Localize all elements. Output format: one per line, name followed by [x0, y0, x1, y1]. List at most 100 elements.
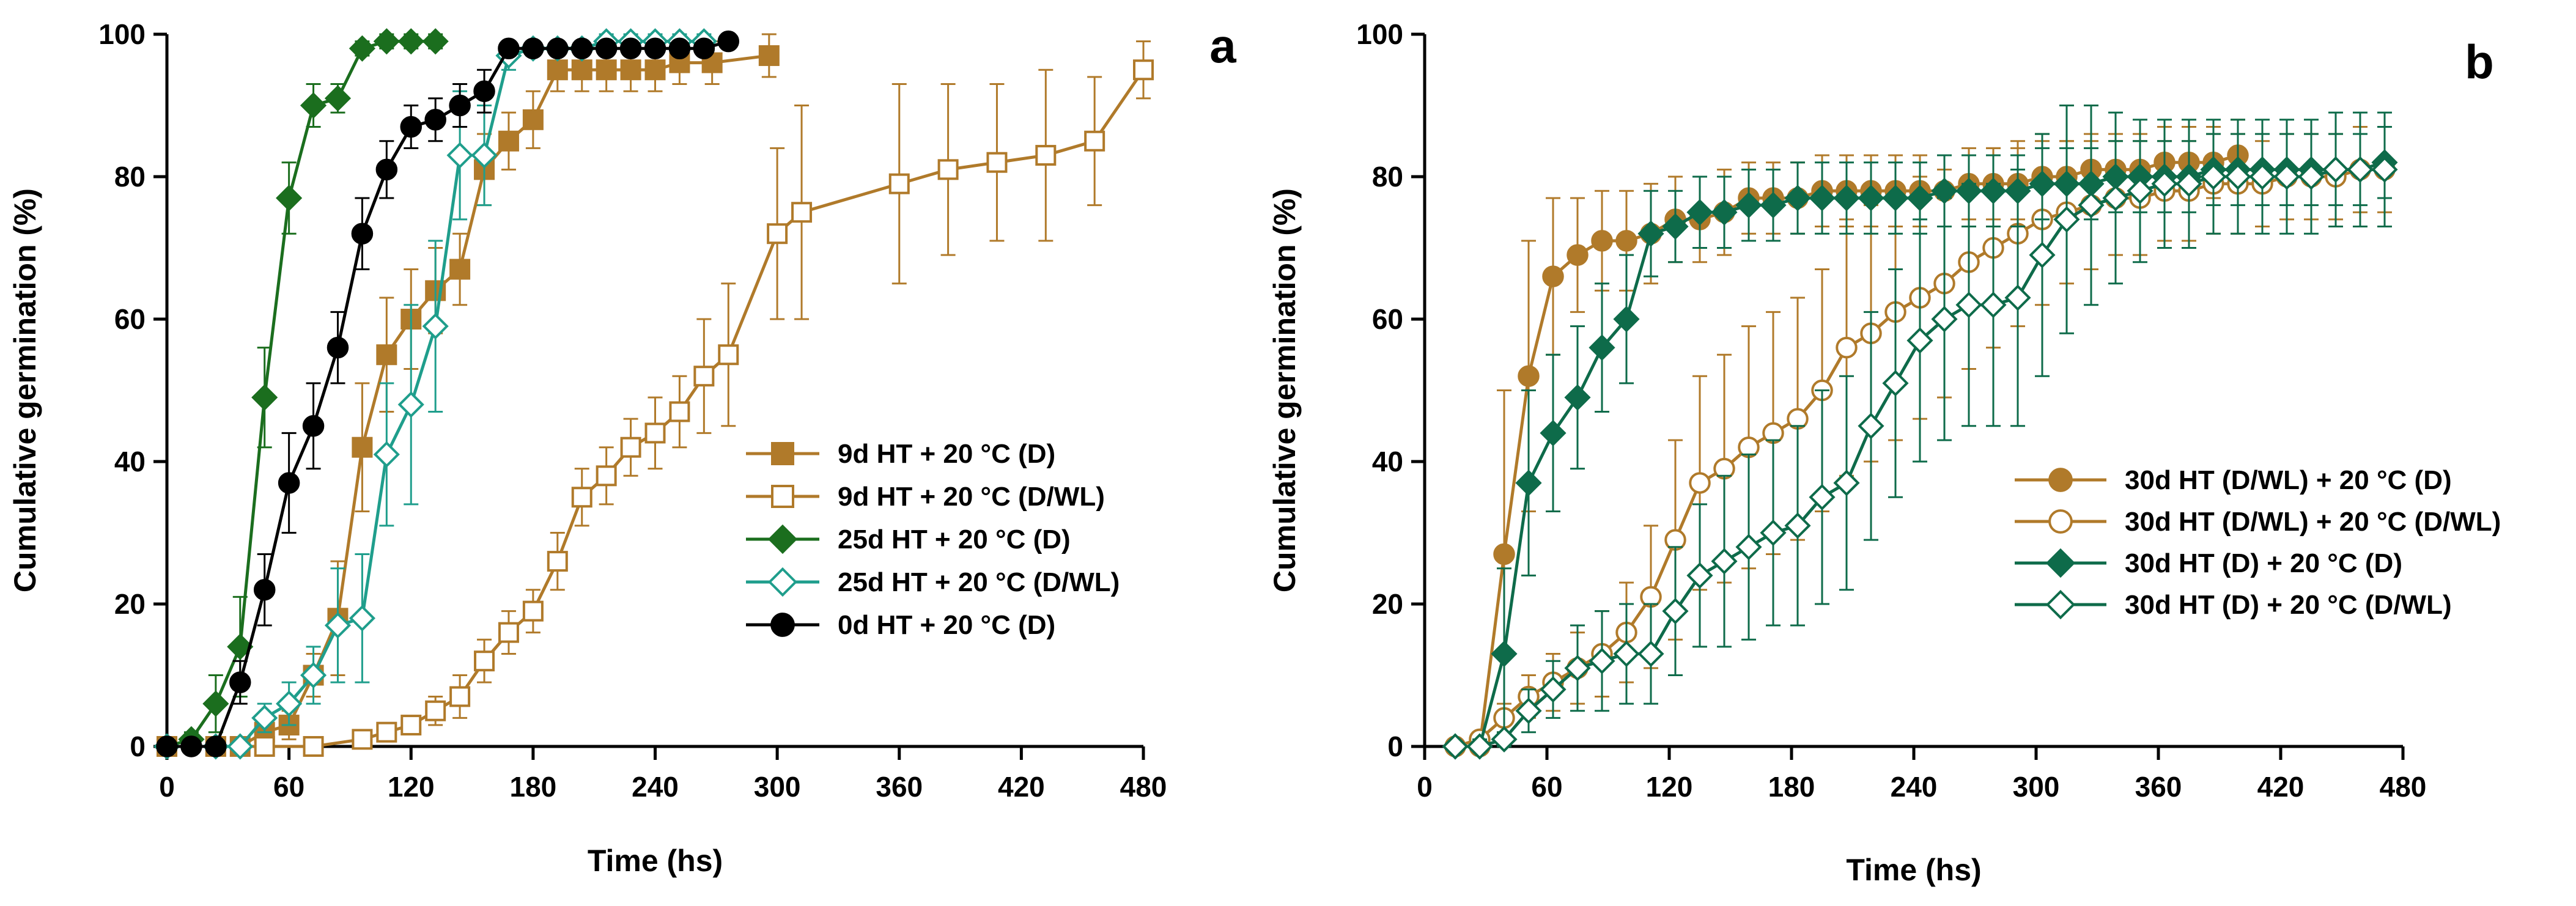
data-point	[253, 578, 276, 601]
data-point	[547, 37, 569, 60]
data-point	[349, 35, 375, 62]
data-point	[1686, 199, 1713, 226]
data-point	[300, 92, 327, 119]
legend-entry: 30d HT (D/WL) + 20 °C (D/WL)	[2015, 507, 2501, 537]
legend-marker	[767, 567, 798, 597]
data-point	[1711, 548, 1738, 575]
x-tick-label: 60	[1531, 771, 1562, 803]
data-point	[1833, 470, 1860, 496]
y-axis-title: Cumulative germination (%)	[8, 188, 42, 592]
data-point	[619, 37, 642, 60]
x-tick-label: 420	[998, 771, 1045, 803]
data-point	[352, 436, 373, 458]
data-point	[397, 28, 424, 55]
data-point	[1931, 306, 1958, 333]
data-point	[2224, 163, 2251, 190]
legend-entry: 30d HT (D/WL) + 20 °C (D)	[2015, 465, 2452, 495]
data-point	[1662, 213, 1689, 240]
data-point	[888, 173, 910, 194]
legend-entry: 0d HT + 20 °C (D)	[746, 610, 1055, 640]
panel-letter: b	[2465, 35, 2494, 89]
panel-a: 0 60 120 180 240 300 360 420 480 0 20 40 60 80 100 Time…	[8, 18, 1236, 878]
y-tick-label: 40	[114, 446, 146, 477]
data-point	[718, 344, 739, 366]
series-line	[167, 40, 729, 748]
data-point	[2004, 284, 2031, 311]
data-point	[1442, 733, 1469, 760]
data-point	[1084, 130, 1105, 152]
data-point	[2053, 206, 2080, 233]
data-point	[1858, 413, 1884, 440]
data-point	[570, 37, 593, 60]
data-point	[471, 142, 498, 169]
x-tick-label: 360	[2135, 771, 2182, 803]
data-point	[324, 612, 352, 639]
data-point	[1613, 306, 1640, 333]
data-point	[668, 37, 691, 60]
data-point	[1637, 220, 1664, 247]
data-point	[498, 37, 520, 60]
x-tick-label: 0	[1417, 771, 1433, 803]
data-point	[1540, 676, 1567, 703]
x-axis-title: Time (hs)	[588, 844, 723, 878]
legend-marker	[2048, 509, 2073, 534]
data-point	[278, 472, 300, 494]
data-point	[446, 142, 473, 169]
data-point	[717, 30, 740, 53]
data-point	[2200, 163, 2227, 190]
data-point	[376, 344, 397, 366]
data-point	[595, 37, 618, 60]
x-tick-label: 480	[1120, 771, 1167, 803]
y-tick-label: 80	[1372, 161, 1403, 193]
y-tick-label: 100	[98, 18, 146, 50]
data-point	[620, 59, 641, 81]
data-point	[1515, 470, 1542, 496]
legend-marker	[2045, 548, 2076, 578]
data-point	[1589, 334, 1615, 361]
x-axis-title: Time (hs)	[1846, 853, 1981, 887]
y-axis-title: Cumulative germination (%)	[1268, 188, 1302, 592]
data-point	[1515, 698, 1542, 724]
data-point	[425, 700, 446, 721]
data-point	[791, 202, 813, 223]
legend-label: 0d HT + 20 °C (D)	[838, 610, 1055, 640]
x-tick-label: 480	[2380, 771, 2427, 803]
data-point	[205, 735, 227, 757]
legend-label: 25d HT + 20 °C (D)	[838, 525, 1071, 554]
data-point	[373, 28, 400, 55]
data-point	[571, 487, 592, 508]
data-point	[227, 733, 254, 760]
data-point	[349, 605, 375, 632]
data-point	[986, 152, 1008, 173]
data-point	[422, 313, 449, 340]
data-point	[1491, 726, 1518, 753]
data-point	[352, 729, 373, 750]
series-4	[156, 30, 740, 757]
data-point	[1466, 733, 1493, 760]
data-point	[180, 735, 202, 757]
data-point	[693, 366, 715, 387]
series-line	[167, 68, 1145, 748]
data-point	[498, 130, 519, 152]
data-point	[327, 336, 349, 359]
data-point	[1711, 199, 1738, 226]
data-point	[1833, 185, 1860, 212]
legend-marker	[2045, 589, 2076, 620]
x-tick-label: 120	[1646, 771, 1693, 803]
data-point	[1689, 472, 1711, 494]
data-point	[2176, 171, 2202, 197]
x-tick-label: 180	[510, 771, 557, 803]
data-point	[351, 223, 374, 245]
y-tick-label: 20	[1372, 588, 1403, 620]
y-tick-label: 100	[1356, 18, 1403, 50]
data-point	[449, 686, 471, 707]
data-point	[303, 736, 324, 757]
data-point	[2029, 241, 2056, 268]
data-point	[1662, 598, 1689, 625]
x-tick-label: 420	[2257, 771, 2305, 803]
data-point	[156, 735, 178, 757]
legend-label: 30d HT (D) + 20 °C (D)	[2125, 548, 2402, 578]
legend-label: 30d HT (D/WL) + 20 °C (D/WL)	[2125, 507, 2501, 537]
data-point	[227, 633, 254, 660]
